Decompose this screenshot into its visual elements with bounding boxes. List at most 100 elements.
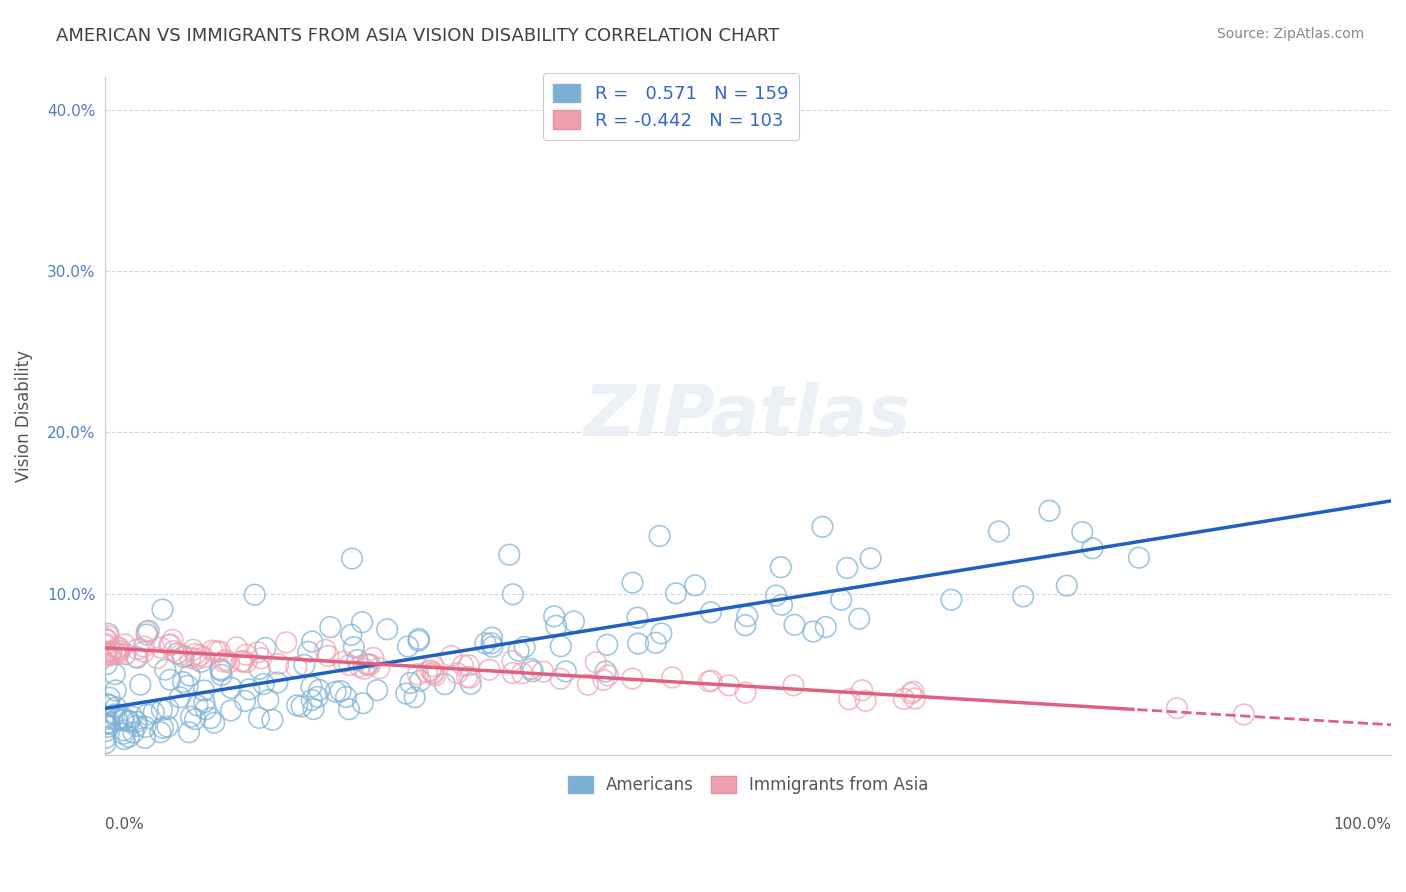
Point <box>349 659 371 673</box>
Point <box>127 650 149 665</box>
Point <box>162 644 184 658</box>
Point <box>814 620 837 634</box>
Point <box>451 658 474 673</box>
Point <box>446 666 468 681</box>
Point <box>325 684 347 698</box>
Point <box>94 717 117 731</box>
Point <box>592 673 614 687</box>
Point <box>152 721 174 735</box>
Point <box>162 632 184 647</box>
Point <box>100 644 122 658</box>
Point <box>104 667 127 681</box>
Point <box>291 699 314 714</box>
Point <box>121 709 143 723</box>
Point <box>152 602 174 616</box>
Point <box>107 647 129 661</box>
Point <box>848 612 870 626</box>
Point <box>114 637 136 651</box>
Point <box>118 714 141 729</box>
Point <box>112 732 135 747</box>
Point <box>769 560 792 574</box>
Point <box>225 640 247 655</box>
Point <box>233 694 256 708</box>
Point <box>297 645 319 659</box>
Point <box>294 657 316 672</box>
Point <box>837 561 859 575</box>
Point <box>114 647 136 661</box>
Text: 0.0%: 0.0% <box>105 816 143 831</box>
Point <box>112 711 135 725</box>
Point <box>765 589 787 603</box>
Point <box>98 648 121 663</box>
Point <box>782 678 804 692</box>
Point <box>337 657 360 672</box>
Point <box>253 677 276 691</box>
Point <box>98 698 121 713</box>
Point <box>595 665 617 679</box>
Point <box>156 702 179 716</box>
Point <box>219 703 242 717</box>
Point <box>179 651 201 665</box>
Point <box>177 679 200 693</box>
Point <box>361 651 384 665</box>
Point <box>513 640 536 654</box>
Point <box>554 665 576 679</box>
Point <box>276 635 298 649</box>
Point <box>208 644 231 658</box>
Text: 100.0%: 100.0% <box>1333 816 1391 831</box>
Point <box>108 640 131 655</box>
Point <box>550 672 572 686</box>
Text: ZIPatlas: ZIPatlas <box>585 382 911 450</box>
Point <box>408 632 430 646</box>
Point <box>302 702 325 716</box>
Point <box>498 548 520 562</box>
Point <box>1233 707 1256 722</box>
Point <box>96 633 118 648</box>
Point <box>644 636 666 650</box>
Point <box>94 639 117 653</box>
Point <box>231 654 253 668</box>
Point <box>184 647 207 661</box>
Point <box>543 609 565 624</box>
Point <box>243 588 266 602</box>
Point <box>169 690 191 705</box>
Point <box>329 684 352 698</box>
Point <box>112 727 135 741</box>
Point <box>502 587 524 601</box>
Point <box>585 655 607 669</box>
Point <box>94 736 117 750</box>
Point <box>246 645 269 659</box>
Point <box>458 671 481 685</box>
Y-axis label: Vision Disability: Vision Disability <box>15 351 32 483</box>
Point <box>343 640 366 654</box>
Point <box>94 724 117 739</box>
Point <box>481 636 503 650</box>
Point <box>202 715 225 730</box>
Point <box>96 657 118 672</box>
Point <box>531 665 554 679</box>
Point <box>408 633 430 648</box>
Point <box>717 678 740 692</box>
Point <box>97 720 120 734</box>
Text: Source: ZipAtlas.com: Source: ZipAtlas.com <box>1216 27 1364 41</box>
Point <box>855 694 877 708</box>
Point <box>683 578 706 592</box>
Point <box>249 662 271 676</box>
Point <box>550 640 572 654</box>
Point <box>399 676 422 690</box>
Point <box>1071 525 1094 540</box>
Point <box>457 658 479 673</box>
Point <box>433 677 456 691</box>
Point <box>172 675 194 690</box>
Point <box>107 640 129 655</box>
Point <box>425 668 447 682</box>
Point <box>941 592 963 607</box>
Point <box>221 681 243 695</box>
Point <box>900 686 922 700</box>
Point <box>179 668 201 682</box>
Point <box>650 626 672 640</box>
Point <box>1166 701 1188 715</box>
Point <box>180 709 202 723</box>
Point <box>440 648 463 663</box>
Point <box>193 695 215 709</box>
